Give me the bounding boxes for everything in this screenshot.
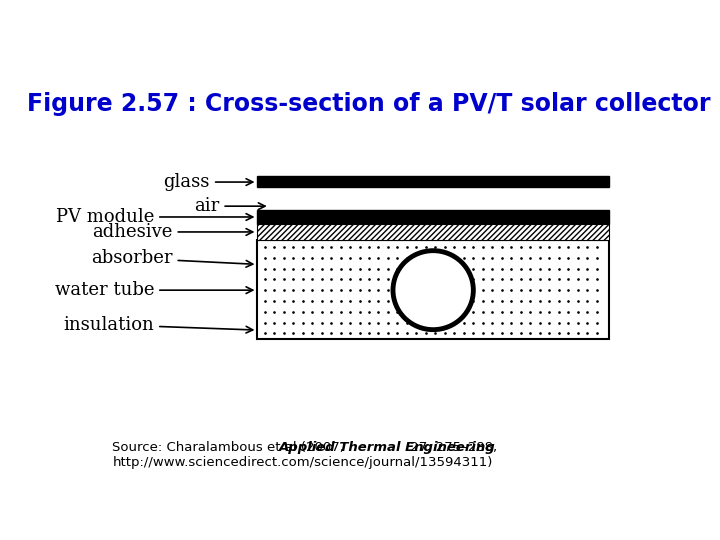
Text: PV module: PV module (55, 208, 253, 226)
Text: http://www.sciencedirect.com/science/journal/13594311): http://www.sciencedirect.com/science/jou… (112, 456, 492, 469)
Text: absorber: absorber (91, 249, 253, 267)
Bar (258, 176, 609, 187)
Bar (258, 210, 609, 224)
Text: Figure 2.57 : Cross-section of a PV/T solar collector: Figure 2.57 : Cross-section of a PV/T so… (27, 92, 711, 116)
Bar (258, 224, 609, 240)
Text: Applied Thermal Engineering: Applied Thermal Engineering (279, 441, 495, 454)
Text: air: air (194, 197, 265, 215)
Text: adhesive: adhesive (92, 223, 253, 241)
Ellipse shape (393, 251, 473, 329)
Text: 27, 275–288,: 27, 275–288, (406, 441, 497, 454)
Text: water tube: water tube (55, 281, 253, 299)
Text: glass: glass (163, 173, 253, 191)
Text: Source: Charalambous et al (2007,: Source: Charalambous et al (2007, (112, 441, 348, 454)
Text: insulation: insulation (63, 316, 253, 334)
Bar (258, 240, 609, 339)
